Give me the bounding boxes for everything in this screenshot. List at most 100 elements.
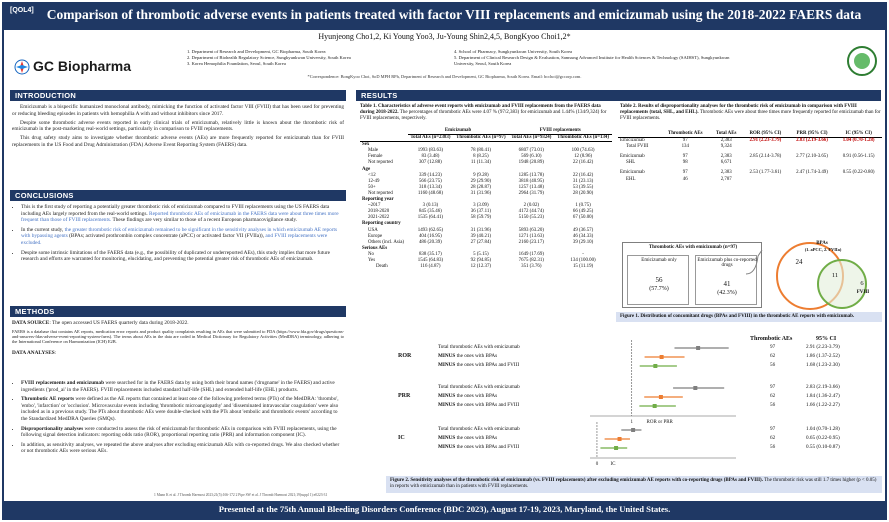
- forest-ci-value: 2.91 (2.23-3.79): [806, 344, 840, 350]
- table-cell: 1160 (48.68): [417, 190, 443, 196]
- forest-event-count: 62: [770, 353, 776, 359]
- table-cell: 3 (0.13): [422, 203, 439, 209]
- col-header-events: Thrombotic AEs: [750, 336, 793, 342]
- table-cell: 1.04 (0.70-1.28): [842, 138, 875, 144]
- table-row: Others (incl. Asia) 486 (20.39) 27 (27.84)…: [360, 240, 612, 246]
- table-cell: 569 (6.10): [521, 154, 542, 160]
- conclusion-item: In the current study, the greater thromb…: [21, 227, 344, 247]
- table-cell: 83 (3.48): [421, 154, 440, 160]
- percent: (57.7%): [649, 286, 669, 292]
- table-cell: [835, 160, 882, 168]
- forest-event-count: 56: [770, 444, 776, 450]
- table-cell: 15 (11.19): [572, 264, 594, 270]
- author-list: Hyunjeong Cho1,2, Ki Young Yoo3, Ju-Youn…: [318, 32, 571, 41]
- table-cell: 97: [682, 154, 688, 160]
- forest-ci-value: 0.55 (0.10-0.87): [806, 444, 840, 450]
- table-header-cell: Thrombotic AEs (n=134): [557, 135, 609, 141]
- table-cell: Total FVIII: [626, 144, 649, 150]
- table-row: Emicizumab 97 2,383 2.85 (2.14-3.78) 2.77 (2…: [618, 152, 882, 160]
- table-cell: [789, 144, 836, 152]
- table-row: No 838 (35.17) 5 (5.15) 1649 (17.69) -: [360, 252, 612, 258]
- table-cell: EHL: [626, 176, 636, 182]
- table-cell: 31 (31.96): [470, 227, 492, 233]
- method-item: In addition, as sensitivity analyses, we…: [21, 442, 344, 455]
- forest-event-count: 97: [770, 344, 776, 350]
- table-cell: 1535 (64.41): [417, 215, 444, 221]
- table-cell: 1257 (13.48): [518, 184, 544, 190]
- methods-heading: METHODS: [10, 306, 346, 317]
- table-row: EHL 46 2,787: [618, 177, 882, 183]
- table-cell: [835, 144, 882, 152]
- correspondence-line: *Correspondence: BongKyoo Choi, SoD MPH …: [307, 74, 582, 79]
- session-tag: [QOL4]: [10, 7, 34, 14]
- table-cell: Emicizumab: [620, 170, 645, 176]
- table-cell: 9 (9.28): [473, 172, 489, 178]
- table-cell: 78 (80.41): [470, 148, 492, 154]
- affiliation: 4. School of Pharmacy, Sungkyunkwan Univ…: [454, 49, 573, 54]
- table-cell: Emicizumab: [620, 138, 645, 144]
- forest-group-label: PRR: [398, 393, 411, 399]
- forest-ci-value: 1.68 (1.23-2.30): [806, 362, 840, 368]
- data-source-detail: FAERS is a database that contains AE rep…: [12, 328, 344, 345]
- table-header-row: Total AEs (n=2383) Thrombotic AEs (n=97) T…: [360, 135, 612, 142]
- logo-wordmark: GC Biopharma: [33, 58, 132, 74]
- table-cell: 53 (39.55): [572, 184, 594, 190]
- table-row: 2021-2022 1535 (64.41) 58 (59.79) 5150 (55.…: [360, 215, 612, 221]
- table-header-cell: PRR (95% CI): [796, 131, 828, 136]
- table-cell: [408, 142, 454, 149]
- introduction-text: Emicizumab is a bispecific humanized mon…: [12, 104, 344, 151]
- row-label: Yes: [368, 257, 376, 263]
- table-cell: 2.53 (1.77-3.61): [749, 170, 782, 176]
- table-cell: 46: [682, 176, 688, 182]
- table-cell: 29 (29.90): [470, 178, 492, 184]
- table-cell: 2,787: [720, 176, 732, 182]
- table-cell: 4172 (44.74): [518, 209, 544, 215]
- disproportionality-table: Thrombotic AEs Total AEs ROR (95% CI) PRR (…: [618, 131, 882, 183]
- table-group-header: Emicizumab FVIII replacements: [360, 128, 612, 136]
- axis-label: IC: [610, 462, 616, 467]
- table-cell: 98: [682, 160, 688, 166]
- table-row: Europe 404 (16.95) 39 (40.21) 1271 (13.63) 4…: [360, 234, 612, 240]
- table-cell: [789, 177, 836, 183]
- label: Emicizumab plus co-reported drugs: [697, 258, 757, 268]
- table-row: Total FVIII 134 9,324: [618, 144, 882, 152]
- table-cell: 31 (31.96): [470, 190, 492, 196]
- table-cell: 2.91 (2.23-3.79): [749, 138, 782, 144]
- methods-list: FVIII replacements and emicizumab were s…: [12, 380, 344, 458]
- row-label: Death: [376, 264, 388, 270]
- table-cell: 2.83 (2.19-3.66): [796, 138, 828, 144]
- point-estimate: [659, 355, 664, 359]
- table-cell: 36 (37.11): [470, 209, 491, 215]
- affiliation: 5. Department of Clinical Research Desig…: [454, 55, 730, 67]
- row-label: Reporting country: [362, 221, 401, 227]
- university-seal-icon: [847, 46, 877, 76]
- table-row: Female 83 (3.48) 8 (8.25) 569 (6.10) 12 (8.9…: [360, 154, 612, 160]
- table-cell: 1649 (17.69): [518, 251, 544, 257]
- table-cell: [742, 177, 789, 183]
- forest-ci-value: 2.83 (2.19-3.66): [806, 384, 840, 390]
- table-cell: 22 (16.42): [572, 160, 594, 166]
- table-cell: 0.55 (0.22-0.80): [842, 170, 875, 176]
- bpa-label: BPAs: [816, 241, 828, 246]
- affiliation: 2. Department of Biohealth Regulatory Sc…: [187, 55, 351, 61]
- fviii-label: FVIII: [856, 290, 870, 295]
- tick-label: 1: [630, 420, 633, 425]
- forest-group-label: ROR: [398, 353, 412, 359]
- table2-caption: Table 2. Results of disproportionality a…: [620, 104, 881, 122]
- forest-row-label: MINUS the ones with BPAs: [438, 435, 498, 441]
- table-header-cell: Total AEs (n=9324): [511, 135, 552, 141]
- point-estimate: [693, 386, 698, 390]
- venn-box-title: Thrombotic AEs with emicizumab (n=97): [648, 245, 738, 250]
- results-heading: RESULTS: [356, 90, 881, 101]
- table-row: Male 1993 (83.63) 78 (80.41) 6807 (73.01) 10…: [360, 148, 612, 154]
- table-row: 50+ 318 (13.34) 28 (28.87) 1257 (13.48) 53 (…: [360, 185, 612, 191]
- bpa-sublabel: (1. aPCC, 2. FVIIa): [804, 247, 842, 252]
- table-cell: 49 (36.57): [572, 227, 594, 233]
- row-label: 50+: [368, 184, 376, 190]
- table-cell: 3 (3.09): [473, 203, 489, 209]
- value: 41: [723, 280, 731, 288]
- table-header-cell: [360, 135, 408, 142]
- table-row: Not reported 1160 (48.68) 31 (31.96) 2964 (…: [360, 191, 612, 197]
- table-cell: 351 (3.76): [521, 264, 542, 270]
- table-cell: 134 (100.00): [570, 257, 596, 263]
